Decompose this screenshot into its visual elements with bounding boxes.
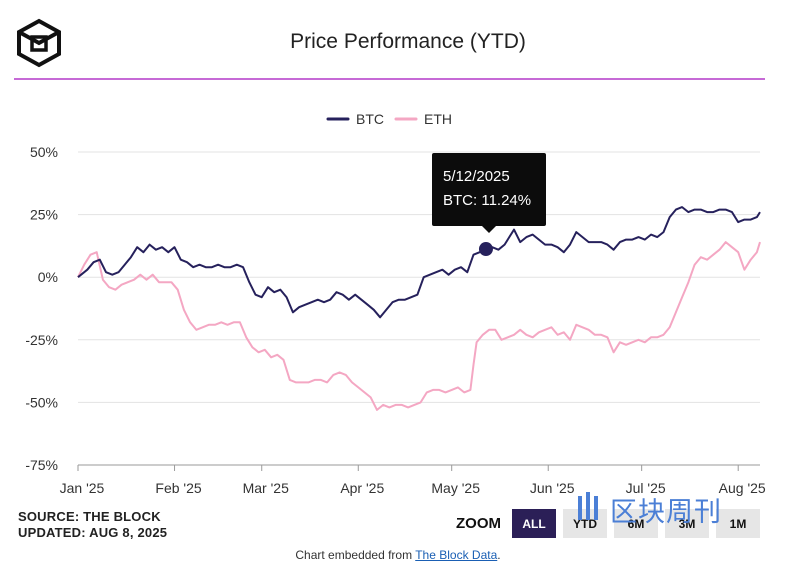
zoom-3m-button[interactable]: 3M (665, 509, 709, 538)
y-tick-label: 25% (30, 207, 58, 223)
x-tick-label: Jun '25 (530, 480, 575, 496)
chart-grid (78, 151, 760, 466)
y-tick-label: -75% (25, 457, 58, 473)
y-tick-label: -50% (25, 394, 58, 410)
watermark-text: 区块周刊 (610, 497, 722, 528)
x-tick-label: Jul '25 (626, 480, 666, 496)
zoom-6m-button[interactable]: 6M (614, 509, 658, 538)
tooltip-arrow (482, 226, 496, 233)
chart-series (77, 206, 761, 411)
tooltip-date: 5/12/2025 (443, 168, 510, 185)
watermark: 区块周刊 (574, 488, 778, 528)
x-axis: Jan '25 Feb '25 Mar '25 Apr '25 May '25 Jun '… (60, 465, 766, 496)
tooltip-value: BTC: 11.24% (443, 192, 532, 209)
the-block-data-link[interactable]: The Block Data (415, 548, 498, 562)
highlight-point (478, 242, 493, 257)
y-tick-label: 0% (38, 269, 58, 285)
footer-prefix: Chart embedded from (295, 548, 416, 562)
x-tick-label: Aug '25 (719, 480, 766, 496)
y-axis: 50% 25% 0% -25% -50% -75% (25, 144, 58, 473)
x-tick-label: Mar '25 (243, 480, 289, 496)
source-line: SOURCE: THE BLOCK (18, 509, 161, 524)
updated-line: UPDATED: AUG 8, 2025 (18, 525, 168, 540)
zoom-1m-button[interactable]: 1M (716, 509, 760, 538)
line-chart: BTC ETH 50% 25% 0% -25% -50% -75% Jan '25 Feb '… (25, 111, 766, 496)
x-tick-label: Jan '25 (60, 480, 105, 496)
source-note: SOURCE: THE BLOCK UPDATED: AUG 8, 2025 (18, 509, 167, 541)
legend-label-btc: BTC (356, 111, 384, 127)
header-divider (14, 78, 765, 80)
x-tick-label: Feb '25 (155, 480, 201, 496)
x-tick-label: Apr '25 (340, 480, 384, 496)
chart-tooltip: 5/12/2025 BTC: 11.24% (432, 153, 546, 233)
legend-label-eth: ETH (424, 111, 452, 127)
zoom-label: ZOOM (456, 515, 501, 532)
footer-suffix: . (497, 548, 501, 562)
chart-title: Price Performance (YTD) (290, 30, 526, 53)
watermark-logo-icon (578, 492, 598, 520)
series-line-eth (77, 241, 761, 411)
y-tick-label: 50% (30, 144, 58, 160)
embed-footer: Chart embedded from The Block Data. (0, 548, 796, 562)
hover-marker (478, 242, 493, 257)
the-block-logo-icon (17, 18, 61, 68)
chart-header: Price Performance (YTD) (0, 0, 796, 80)
series-line-btc (77, 206, 761, 319)
x-tick-label: May '25 (431, 480, 480, 496)
zoom-all-button[interactable]: ALL (512, 509, 556, 538)
chart-legend: BTC ETH (326, 111, 452, 127)
y-tick-label: -25% (25, 332, 58, 348)
